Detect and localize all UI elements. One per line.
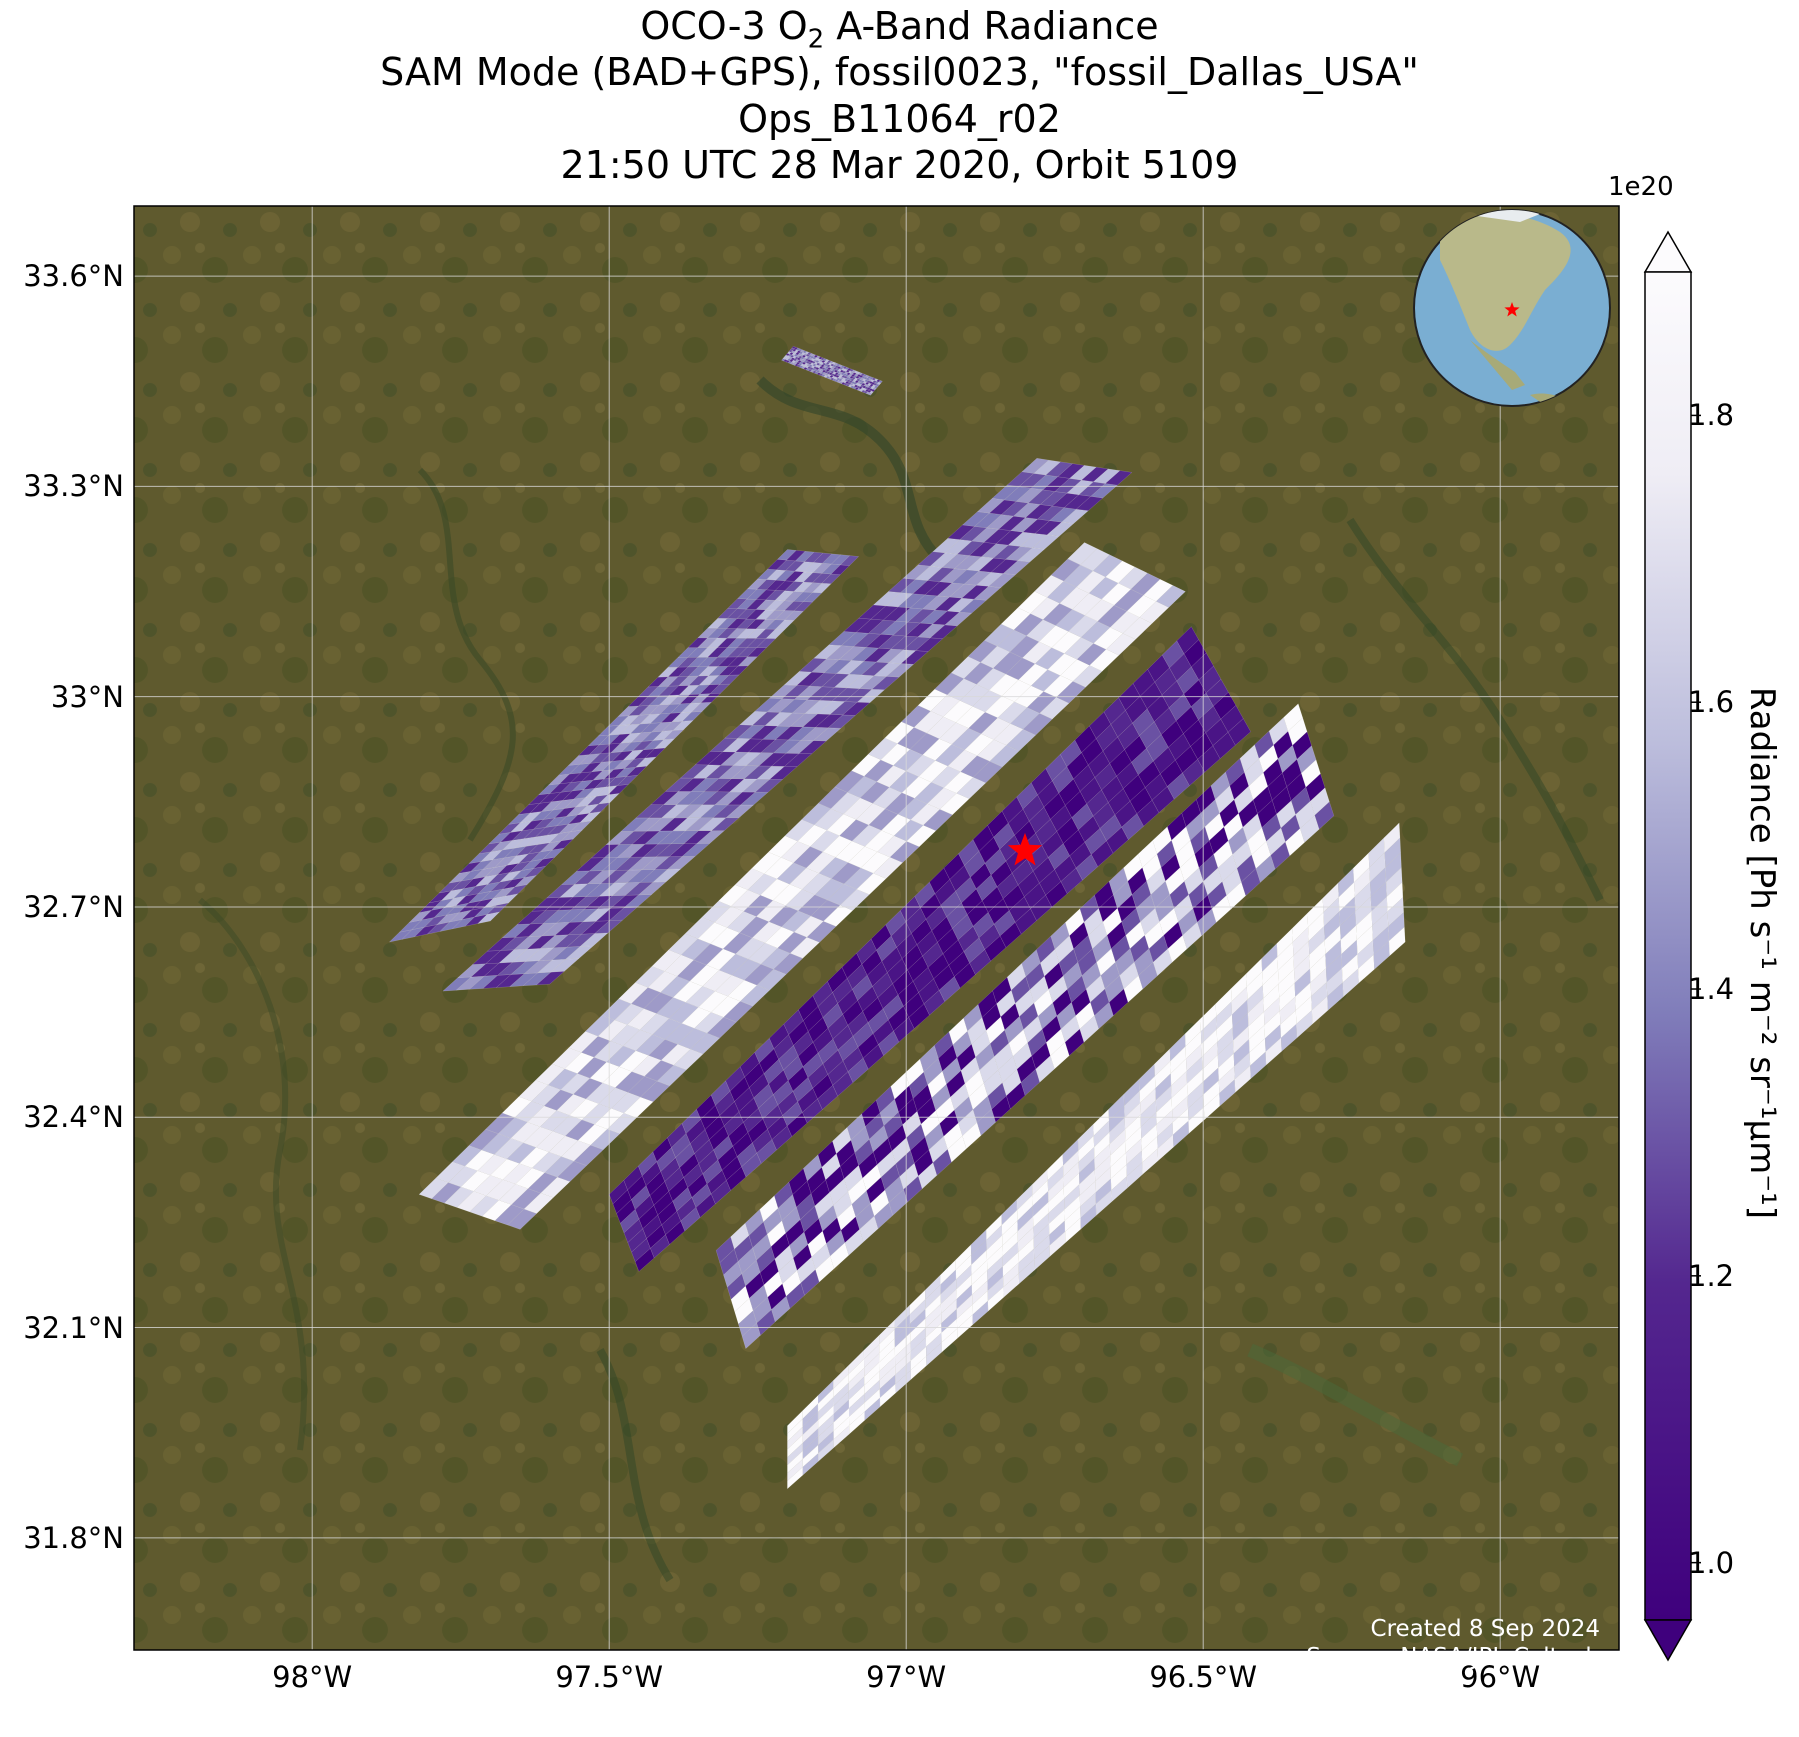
lat-tick-label: 32.7°N (23, 889, 124, 924)
inset-globe (1413, 209, 1611, 407)
title-line-1: OCO-3 O2 A-Band Radiance (640, 4, 1159, 55)
colorbar-tick-label: 1.0 (1688, 1545, 1735, 1580)
title-line-2: SAM Mode (BAD+GPS), fossil0023, "fossil_… (380, 50, 1419, 94)
title-line-3: Ops_B11064_r02 (738, 97, 1061, 141)
swath-6-cell (878, 380, 883, 384)
lon-tick-label: 98°W (272, 1660, 353, 1694)
radiance-swaths (388, 346, 1406, 1490)
lon-tick-label: 96.5°W (1149, 1660, 1258, 1694)
lat-tick-label: 32.1°N (23, 1310, 124, 1345)
lat-tick-label: 33°N (50, 679, 124, 714)
colorbar-tick-label: 1.2 (1688, 1258, 1735, 1293)
swath-3-cell (1227, 718, 1251, 746)
colorbar (1643, 230, 1701, 1662)
colorbar-tick-label: 1.8 (1688, 398, 1735, 433)
colorbar-extend-high (1643, 230, 1693, 273)
lon-tick-label: 97°W (866, 1660, 947, 1694)
source-credit: Source: NASA/JPL-Caltech (1306, 1644, 1600, 1670)
colorbar-tick-label: 1.6 (1688, 685, 1735, 720)
gridlines (134, 206, 1619, 1650)
lat-tick-label: 32.4°N (23, 1100, 124, 1135)
colorbar-extend-low (1643, 1619, 1693, 1662)
lat-tick-label: 33.3°N (23, 469, 124, 504)
swath-0-cell (840, 555, 860, 566)
lon-tick-label: 97.5°W (555, 1660, 664, 1694)
swath-2-cell (1155, 585, 1186, 608)
lon-tick-label: 96°W (1460, 1660, 1541, 1694)
swath-5-cell (1388, 926, 1406, 957)
colorbar-label: Radiance [Ph s⁻¹ m⁻² sr⁻¹μm⁻¹] (1742, 686, 1782, 1220)
title-line-4: 21:50 UTC 28 Mar 2020, Orbit 5109 (560, 143, 1239, 187)
lat-tick-label: 33.6°N (23, 259, 124, 294)
created-credit: Created 8 Sep 2024 (1370, 1616, 1600, 1642)
globe-star-icon (1504, 302, 1520, 317)
colorbar-tick-label: 1.4 (1688, 972, 1735, 1007)
swath-1-cell (1105, 470, 1133, 486)
swath-4-cell (1314, 801, 1335, 830)
target-star-icon (1007, 832, 1043, 866)
map-frame (133, 205, 1620, 1651)
colorbar-exponent: 1e20 (1608, 172, 1674, 202)
lat-tick-label: 31.8°N (23, 1520, 124, 1555)
